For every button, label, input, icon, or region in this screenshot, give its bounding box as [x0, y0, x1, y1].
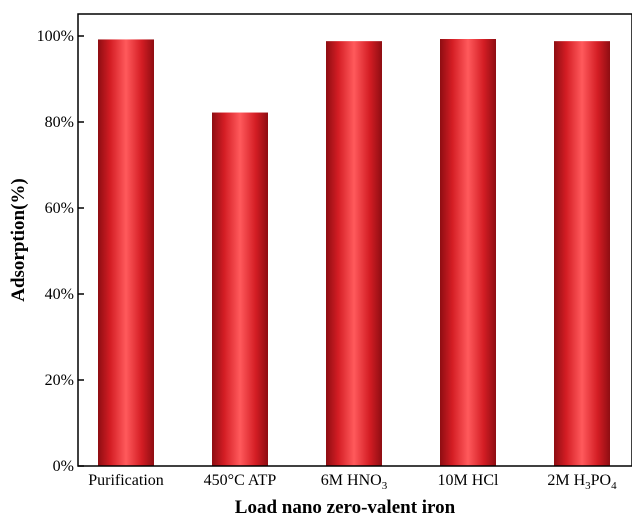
bar-2: [326, 41, 382, 466]
bars-group: [98, 39, 610, 466]
y-tick-label: 0%: [53, 458, 74, 475]
x-tick-label: 6M HNO3: [321, 472, 388, 492]
x-axis-ticks: Purification 450°C ATP 6M HNO3 10M HCl 2M H3…: [88, 472, 617, 492]
y-tick-label: 100%: [37, 28, 74, 45]
y-tick-label: 60%: [45, 200, 74, 217]
x-tick-label: 10M HCl: [438, 472, 499, 489]
y-tick-label: 20%: [45, 372, 74, 389]
y-tick-label: 80%: [45, 114, 74, 131]
bar-1: [212, 112, 268, 466]
bar-4: [554, 41, 610, 466]
bar-0: [98, 39, 154, 466]
x-tick-label: 450°C ATP: [204, 472, 277, 489]
y-axis-ticks: 0% 20% 40% 60% 80% 100%: [37, 28, 84, 475]
x-tick-label: 2M H3PO4: [547, 472, 617, 492]
x-axis-title: Load nano zero-valent iron: [235, 497, 456, 518]
plot-frame: [77, 13, 632, 467]
y-tick-label: 40%: [45, 286, 74, 303]
y-axis-title: Adsorption(%): [8, 178, 29, 302]
x-tick-label: Purification: [88, 472, 164, 489]
bar-3: [440, 39, 496, 466]
